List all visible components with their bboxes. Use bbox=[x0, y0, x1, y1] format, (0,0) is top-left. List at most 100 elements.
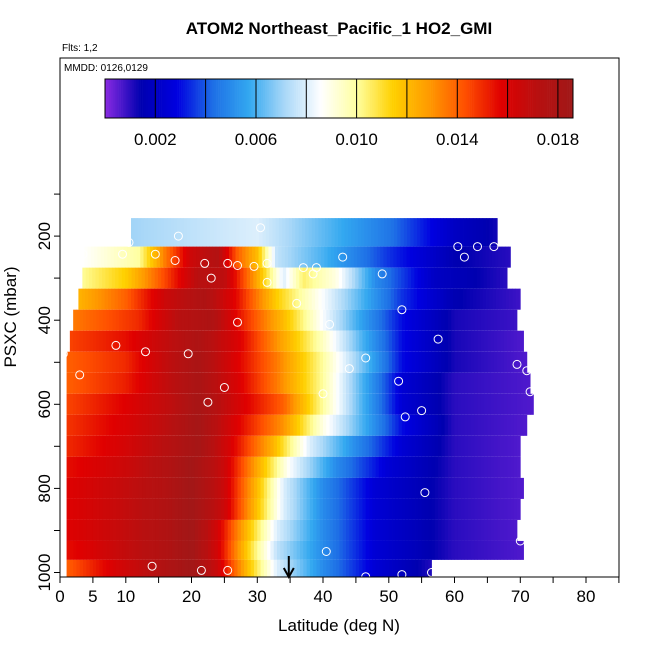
heatmap-cell bbox=[336, 519, 340, 541]
heatmap-cell bbox=[484, 393, 488, 415]
heatmap-cell bbox=[234, 372, 238, 394]
colorbar-swatch bbox=[563, 79, 566, 118]
heatmap-cell bbox=[490, 372, 495, 394]
heatmap-cell bbox=[451, 477, 455, 499]
heatmap-cell bbox=[497, 372, 501, 394]
heatmap-cell bbox=[276, 414, 281, 436]
heatmap-cell bbox=[401, 309, 406, 331]
heatmap-cell bbox=[132, 477, 137, 499]
heatmap-cell bbox=[102, 456, 107, 478]
heatmap-cell bbox=[144, 288, 148, 310]
heatmap-cell bbox=[319, 435, 324, 457]
heatmap-cell bbox=[198, 477, 202, 499]
heatmap-cell bbox=[270, 540, 275, 560]
heatmap-cell bbox=[234, 435, 238, 457]
heatmap-cell bbox=[86, 330, 90, 352]
heatmap-cell bbox=[503, 435, 508, 457]
heatmap-cell bbox=[464, 351, 469, 373]
heatmap-cell bbox=[372, 477, 376, 499]
heatmap-cell bbox=[411, 477, 416, 499]
heatmap-cell bbox=[201, 393, 206, 415]
heatmap-cell bbox=[137, 218, 142, 247]
heatmap-cell bbox=[378, 498, 383, 520]
heatmap-cell bbox=[175, 330, 179, 352]
heatmap-cell bbox=[211, 414, 215, 436]
heatmap-cell bbox=[452, 246, 457, 268]
heatmap-cell bbox=[230, 267, 234, 289]
heatmap-cell bbox=[516, 372, 521, 394]
heatmap-cell bbox=[247, 519, 252, 541]
x-axis: 0 5 10 20 30 40 50 60 70 80 bbox=[55, 577, 620, 606]
heatmap-cell bbox=[132, 435, 137, 457]
heatmap-cell bbox=[382, 351, 386, 373]
heatmap-cell bbox=[180, 288, 185, 310]
heatmap-cell bbox=[107, 246, 112, 268]
heatmap-cell bbox=[457, 414, 462, 436]
colorbar-swatch bbox=[198, 79, 201, 118]
heatmap-cell bbox=[211, 372, 215, 394]
heatmap-cell bbox=[384, 218, 388, 247]
heatmap-cell bbox=[496, 267, 501, 289]
heatmap-cell bbox=[485, 246, 490, 268]
heatmap-cell bbox=[73, 372, 77, 394]
heatmap-cell bbox=[380, 218, 385, 247]
heatmap-cell bbox=[375, 372, 380, 394]
heatmap-cell bbox=[303, 540, 307, 560]
heatmap-cell bbox=[253, 477, 258, 499]
heatmap-cell bbox=[155, 330, 160, 352]
heatmap-cell bbox=[383, 246, 388, 268]
heatmap-cell bbox=[99, 559, 104, 577]
heatmap-cell bbox=[175, 372, 179, 394]
heatmap-cell bbox=[302, 267, 307, 289]
heatmap-cell bbox=[461, 309, 465, 331]
colorbar-swatch bbox=[418, 79, 422, 118]
heatmap-cell bbox=[250, 393, 255, 415]
heatmap-cell bbox=[125, 456, 130, 478]
heatmap-cell bbox=[247, 498, 252, 520]
heatmap-cell bbox=[280, 519, 284, 541]
heatmap-cell bbox=[418, 330, 423, 352]
heatmap-cell bbox=[516, 540, 521, 560]
heatmap-cell bbox=[316, 498, 321, 520]
heatmap-cell bbox=[335, 267, 340, 289]
heatmap-cell bbox=[490, 519, 495, 541]
heatmap-cell bbox=[94, 246, 98, 268]
heatmap-cell bbox=[415, 309, 419, 331]
heatmap-cell bbox=[269, 218, 273, 247]
heatmap-cell bbox=[291, 246, 296, 268]
heatmap-cell bbox=[221, 351, 225, 373]
heatmap-cell bbox=[152, 519, 156, 541]
heatmap-cell bbox=[135, 559, 140, 577]
heatmap-cell bbox=[506, 267, 508, 289]
heatmap-cell bbox=[129, 330, 133, 352]
colorbar-swatch bbox=[161, 79, 164, 118]
heatmap-cell bbox=[462, 246, 467, 268]
heatmap-cell bbox=[181, 519, 186, 541]
heatmap-cell bbox=[169, 246, 174, 268]
heatmap-cell bbox=[329, 393, 334, 415]
heatmap-cell bbox=[242, 246, 246, 268]
heatmap-cell bbox=[405, 540, 409, 560]
heatmap-cell bbox=[181, 372, 186, 394]
heatmap-cell bbox=[323, 393, 327, 415]
heatmap-cell bbox=[237, 330, 242, 352]
heatmap-cell bbox=[513, 372, 518, 394]
heatmap-cell bbox=[313, 519, 317, 541]
x-axis-label: Latitude (deg N) bbox=[278, 616, 400, 635]
heatmap-cell bbox=[313, 414, 317, 436]
heatmap-cell bbox=[451, 351, 455, 373]
heatmap-cell bbox=[191, 477, 196, 499]
heatmap-cell bbox=[399, 246, 404, 268]
heatmap-cell bbox=[355, 477, 360, 499]
heatmap-cell bbox=[486, 267, 491, 289]
heatmap-cell bbox=[467, 540, 472, 560]
heatmap-cell bbox=[76, 456, 81, 478]
heatmap-cell bbox=[73, 559, 77, 577]
heatmap-cell bbox=[332, 309, 337, 331]
heatmap-cell bbox=[145, 456, 150, 478]
y-tick-label: 400 bbox=[35, 306, 54, 334]
heatmap-cell bbox=[421, 498, 426, 520]
heatmap-cell bbox=[342, 330, 347, 352]
heatmap-cell bbox=[122, 540, 127, 560]
heatmap-cell bbox=[426, 288, 431, 310]
